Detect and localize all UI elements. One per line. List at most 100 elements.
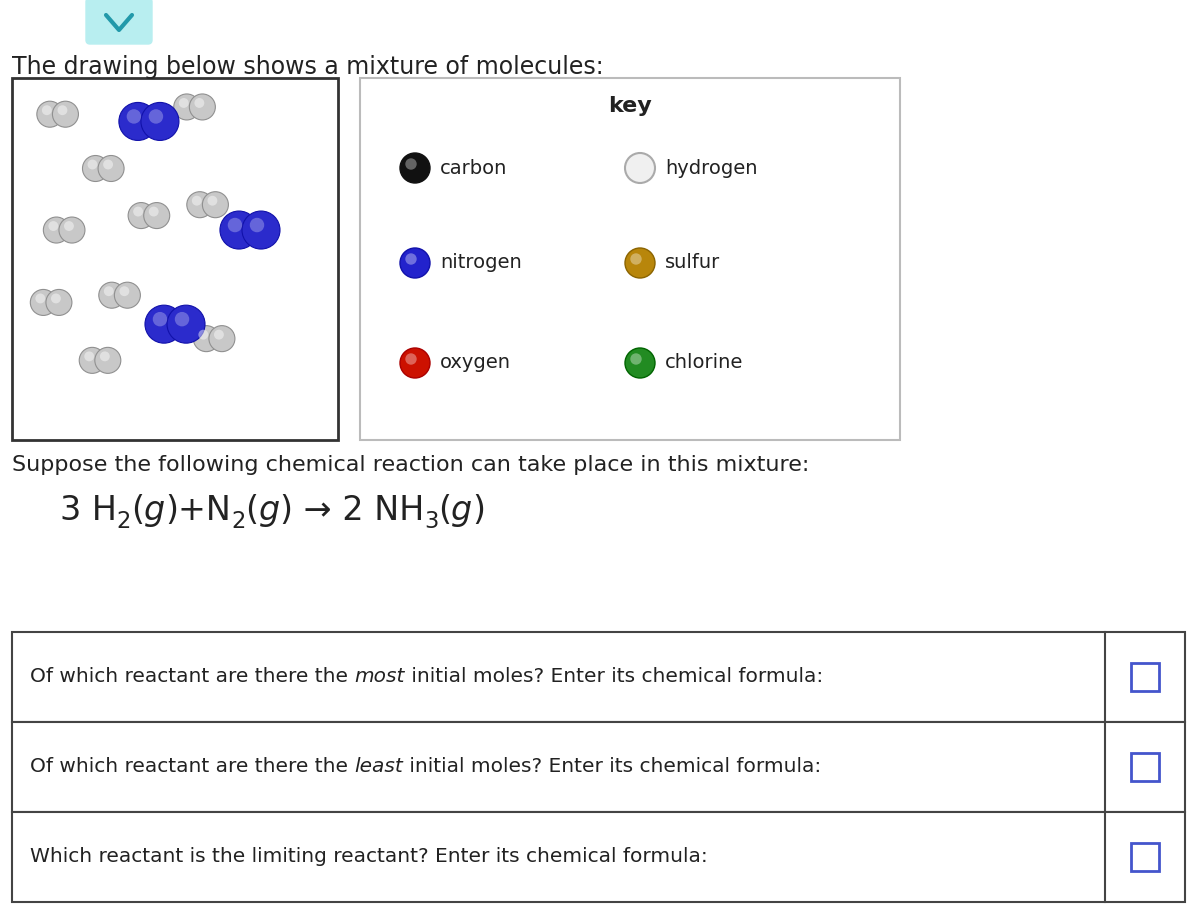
- Circle shape: [83, 155, 108, 181]
- Circle shape: [400, 348, 430, 378]
- Text: 2: 2: [116, 510, 131, 532]
- Circle shape: [190, 94, 215, 120]
- Circle shape: [149, 207, 158, 216]
- Text: nitrogen: nitrogen: [440, 253, 522, 273]
- Circle shape: [127, 109, 142, 124]
- Circle shape: [53, 102, 78, 128]
- Circle shape: [167, 305, 205, 343]
- Circle shape: [194, 98, 204, 108]
- Circle shape: [88, 160, 97, 169]
- Text: g: g: [451, 494, 473, 527]
- Circle shape: [37, 102, 62, 128]
- Text: sulfur: sulfur: [665, 253, 720, 273]
- Circle shape: [79, 347, 106, 373]
- Text: g: g: [144, 494, 166, 527]
- Circle shape: [30, 289, 56, 315]
- Circle shape: [174, 94, 199, 120]
- Circle shape: [220, 211, 258, 249]
- Circle shape: [400, 153, 430, 183]
- Text: g: g: [259, 494, 280, 527]
- Bar: [1132, 843, 1159, 871]
- Circle shape: [145, 305, 182, 343]
- Text: least: least: [354, 758, 403, 776]
- Text: oxygen: oxygen: [440, 354, 511, 372]
- Bar: [1132, 753, 1159, 781]
- Text: Suppose the following chemical reaction can take place in this mixture:: Suppose the following chemical reaction …: [12, 455, 809, 475]
- Circle shape: [406, 253, 416, 264]
- Text: carbon: carbon: [440, 159, 508, 177]
- Circle shape: [98, 155, 124, 181]
- Circle shape: [120, 286, 130, 296]
- Circle shape: [64, 221, 74, 231]
- Circle shape: [625, 248, 655, 278]
- Circle shape: [203, 191, 228, 218]
- Circle shape: [152, 312, 167, 326]
- Circle shape: [140, 103, 179, 140]
- Text: ): ): [473, 494, 486, 527]
- Text: most: most: [354, 667, 404, 687]
- Text: ) → 2 NH: ) → 2 NH: [280, 494, 424, 527]
- Bar: [12, 812, 1186, 902]
- Circle shape: [133, 207, 143, 216]
- Circle shape: [625, 348, 655, 378]
- Text: Which reactant is the limiting reactant? Enter its chemical formula:: Which reactant is the limiting reactant?…: [30, 847, 708, 867]
- Text: Of which reactant are there the: Of which reactant are there the: [30, 667, 354, 687]
- Circle shape: [192, 196, 202, 206]
- Circle shape: [625, 153, 655, 183]
- Circle shape: [59, 217, 85, 243]
- Text: hydrogen: hydrogen: [665, 159, 757, 177]
- Circle shape: [128, 202, 154, 228]
- Circle shape: [103, 160, 113, 169]
- Circle shape: [228, 218, 242, 232]
- Circle shape: [95, 347, 121, 373]
- Circle shape: [100, 351, 109, 361]
- Circle shape: [98, 282, 125, 309]
- Circle shape: [58, 105, 67, 116]
- Text: 2: 2: [232, 510, 246, 532]
- Text: initial moles? Enter its chemical formula:: initial moles? Enter its chemical formul…: [404, 667, 823, 687]
- Circle shape: [193, 325, 220, 352]
- Text: chlorine: chlorine: [665, 354, 743, 372]
- Bar: [12, 722, 1186, 812]
- Text: (: (: [438, 494, 451, 527]
- Text: (: (: [246, 494, 259, 527]
- Circle shape: [400, 248, 430, 278]
- Bar: [1132, 663, 1159, 691]
- Circle shape: [42, 105, 52, 116]
- Circle shape: [35, 294, 46, 303]
- Bar: [12, 632, 1186, 722]
- Circle shape: [406, 158, 416, 170]
- Circle shape: [214, 330, 224, 340]
- Circle shape: [46, 289, 72, 315]
- Text: 3: 3: [424, 510, 438, 532]
- Circle shape: [144, 202, 169, 228]
- Circle shape: [250, 218, 264, 232]
- Circle shape: [175, 312, 190, 326]
- Bar: [360, 78, 900, 440]
- Circle shape: [630, 253, 642, 264]
- Circle shape: [187, 191, 212, 218]
- Circle shape: [198, 330, 209, 340]
- Circle shape: [208, 196, 217, 206]
- Text: The drawing below shows a mixture of molecules:: The drawing below shows a mixture of mol…: [12, 55, 604, 79]
- Circle shape: [104, 286, 114, 296]
- Circle shape: [406, 353, 416, 365]
- Circle shape: [209, 325, 235, 352]
- Circle shape: [630, 353, 642, 365]
- Text: )+N: )+N: [166, 494, 232, 527]
- Circle shape: [43, 217, 70, 243]
- Text: key: key: [608, 96, 652, 116]
- Text: Of which reactant are there the: Of which reactant are there the: [30, 758, 354, 776]
- Circle shape: [179, 98, 188, 108]
- FancyBboxPatch shape: [86, 0, 152, 44]
- Circle shape: [119, 103, 157, 140]
- Text: 3 H: 3 H: [60, 494, 116, 527]
- Circle shape: [84, 351, 94, 361]
- Text: initial moles? Enter its chemical formula:: initial moles? Enter its chemical formul…: [403, 758, 821, 776]
- Circle shape: [242, 211, 280, 249]
- Text: (: (: [131, 494, 144, 527]
- Bar: [12, 78, 338, 440]
- Circle shape: [114, 282, 140, 309]
- Circle shape: [149, 109, 163, 124]
- Circle shape: [48, 221, 59, 231]
